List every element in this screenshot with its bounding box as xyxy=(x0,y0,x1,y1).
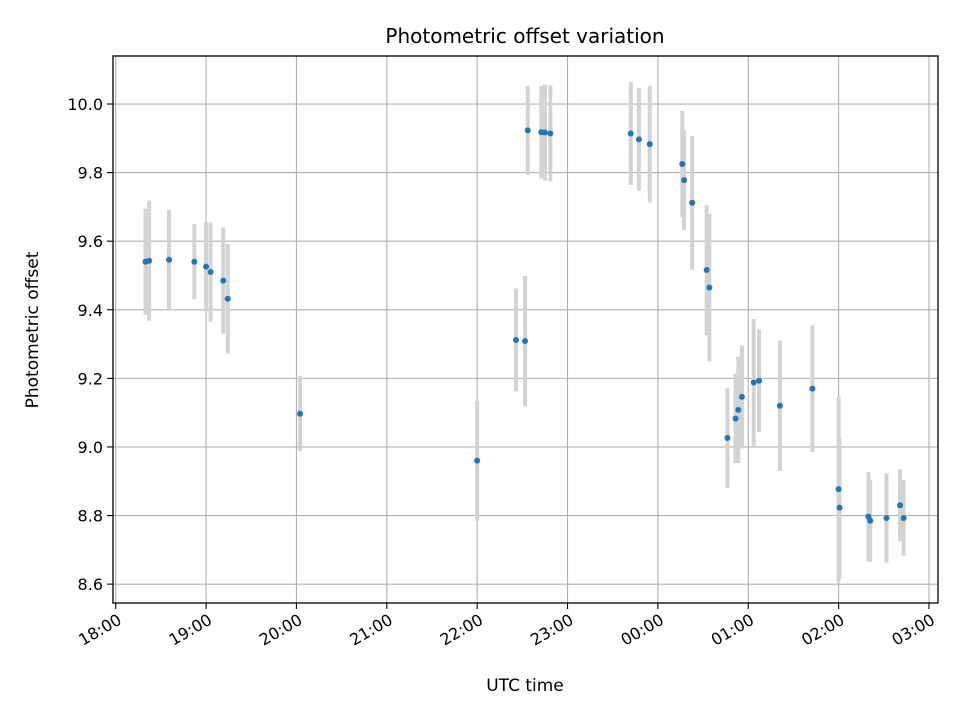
data-point xyxy=(224,295,231,302)
x-axis-label: UTC time xyxy=(486,676,564,696)
x-tick-label: 01:00 xyxy=(708,610,757,650)
y-tick-label: 10.0 xyxy=(67,95,103,114)
plot-area-frame xyxy=(112,55,939,604)
data-point xyxy=(897,502,904,509)
data-point xyxy=(220,277,227,284)
data-point xyxy=(541,129,548,136)
data-point xyxy=(191,258,198,265)
data-point xyxy=(146,257,153,264)
data-point xyxy=(522,337,529,344)
data-point xyxy=(732,415,739,422)
x-tick-label: 03:00 xyxy=(889,610,938,650)
data-points xyxy=(142,127,907,524)
x-tick-label: 22:00 xyxy=(437,610,486,650)
data-point xyxy=(207,269,214,276)
data-point xyxy=(474,457,481,464)
data-point xyxy=(776,402,783,409)
data-point xyxy=(166,256,173,263)
y-tick-label: 9.8 xyxy=(78,164,103,183)
data-point xyxy=(703,266,710,273)
data-point xyxy=(547,130,554,137)
data-point xyxy=(900,514,907,521)
x-tick-label: 20:00 xyxy=(256,610,305,650)
data-point xyxy=(679,161,686,168)
y-tick-label: 9.2 xyxy=(78,369,103,388)
y-axis-ticks: 8.6 8.8 9.0 9.2 9.4 9.6 9.8 10.0 xyxy=(67,95,113,594)
x-tick-label: 18:00 xyxy=(75,610,124,650)
data-point xyxy=(883,514,890,521)
data-point xyxy=(809,385,816,392)
y-tick-label: 8.8 xyxy=(78,507,103,526)
data-point xyxy=(513,336,520,343)
data-point xyxy=(203,263,210,270)
data-point xyxy=(297,410,304,417)
data-point xyxy=(635,136,642,143)
x-tick-label: 02:00 xyxy=(798,610,847,650)
data-point xyxy=(738,393,745,400)
data-point xyxy=(867,517,874,524)
data-point xyxy=(627,130,634,137)
y-tick-label: 8.6 xyxy=(78,575,103,594)
error-bars xyxy=(143,82,906,582)
data-point xyxy=(836,504,843,511)
y-tick-label: 9.0 xyxy=(78,438,103,457)
x-axis-ticks: 18:00 19:00 20:00 21:00 22:00 23:00 00:00 01:00… xyxy=(75,603,938,650)
data-point xyxy=(646,141,653,148)
y-axis-label: Photometric offset xyxy=(23,251,43,408)
data-point xyxy=(756,377,763,384)
data-point xyxy=(735,406,742,413)
data-point xyxy=(750,379,757,386)
data-point xyxy=(689,199,696,206)
x-tick-label: 21:00 xyxy=(346,610,395,650)
data-point xyxy=(524,127,531,134)
data-point xyxy=(724,435,731,442)
data-point xyxy=(681,177,688,184)
y-tick-label: 9.6 xyxy=(78,232,103,251)
x-tick-label: 00:00 xyxy=(617,610,666,650)
y-tick-label: 9.4 xyxy=(78,301,103,320)
x-tick-label: 19:00 xyxy=(166,610,215,650)
x-tick-label: 23:00 xyxy=(527,610,576,650)
data-point xyxy=(706,284,713,291)
chart-title: Photometric offset variation xyxy=(385,24,664,48)
data-point xyxy=(835,486,842,493)
